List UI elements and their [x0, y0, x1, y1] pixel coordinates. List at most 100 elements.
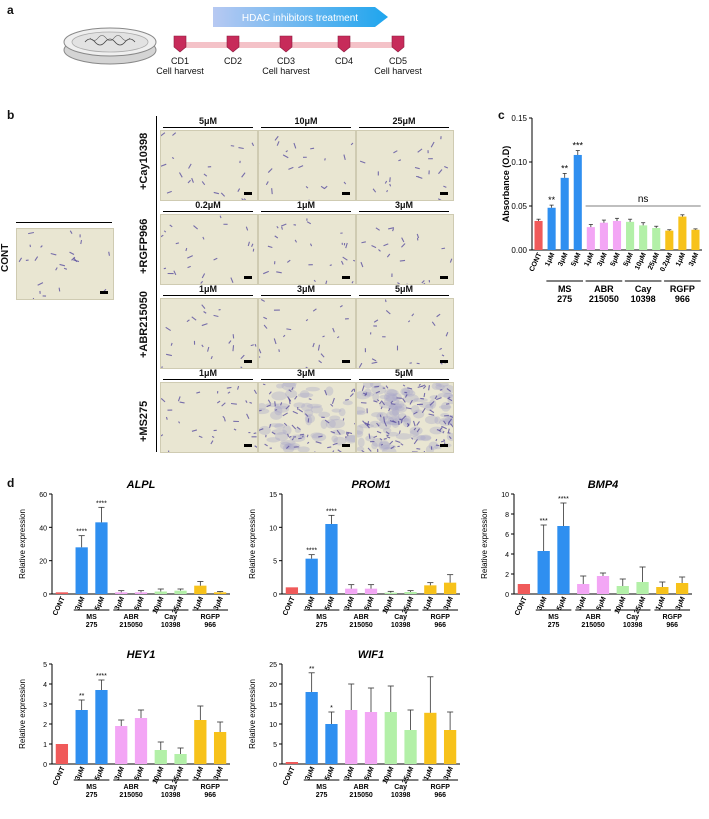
stained-cell: [349, 393, 354, 397]
y-tick-label: 1: [43, 742, 47, 749]
stained-cell: [331, 397, 335, 404]
stained-cell: [360, 261, 364, 268]
bar: [95, 522, 108, 594]
stained-cell: [263, 270, 269, 275]
concentration-label: 3μM: [394, 200, 413, 210]
timeline-marker: [337, 35, 351, 53]
stained-cell: [448, 436, 452, 440]
stain-patch: [443, 392, 453, 399]
stain-patch: [345, 434, 355, 443]
stained-cell: [298, 165, 304, 169]
stained-cell: [324, 158, 326, 161]
stain-patch: [281, 383, 297, 391]
stained-cell: [386, 253, 391, 258]
stain-patch: [390, 405, 405, 412]
category-label: 1μM: [583, 252, 595, 268]
stained-cell: [253, 432, 257, 435]
stain-patch: [438, 419, 453, 426]
stain-patch: [429, 426, 444, 435]
bar: [345, 710, 358, 764]
bar: [345, 588, 358, 594]
y-tick-label: 5: [273, 742, 277, 749]
treatment-micrograph: [356, 130, 454, 201]
stained-cell: [380, 443, 384, 446]
category-label: 10μM: [382, 766, 396, 785]
row-divider: [156, 368, 157, 452]
stained-cell: [276, 271, 282, 274]
bar: [404, 592, 417, 594]
stained-cell: [292, 410, 298, 415]
stain-patch: [282, 383, 297, 388]
timeline-note-label: Cell harvest: [262, 66, 310, 76]
stained-cell: [343, 181, 347, 185]
category-label: 3μM: [557, 252, 569, 268]
stain-patch: [403, 415, 412, 426]
concentration-label: 5μM: [394, 368, 413, 378]
concentration-label: 1μM: [296, 200, 315, 210]
stain-patch: [413, 397, 428, 402]
bar: [636, 582, 649, 594]
significance-label: *: [330, 705, 333, 712]
bar: [612, 220, 622, 250]
stained-cell: [386, 434, 389, 437]
stain-patch: [389, 410, 399, 416]
stained-cell: [253, 389, 257, 395]
stained-cell: [390, 400, 394, 404]
group-label-line2: 275: [548, 622, 560, 629]
stained-cell: [286, 445, 290, 449]
y-tick-label: 4: [43, 682, 47, 689]
stained-cell: [329, 264, 332, 267]
group-label-line2: 966: [675, 294, 690, 304]
stained-cell: [251, 243, 254, 247]
stained-cell: [293, 142, 297, 149]
stained-cell: [339, 305, 343, 308]
stained-cell: [309, 243, 313, 247]
stained-cell: [267, 168, 273, 173]
stain-patch: [259, 408, 270, 415]
stain-patch: [381, 446, 397, 452]
bar: [305, 692, 318, 764]
group-label: MS: [558, 284, 572, 294]
stained-cell: [440, 440, 445, 443]
bar: [364, 588, 378, 594]
treatment-micrograph: [258, 130, 356, 201]
timeline-diagram: HDAC inhibitors treatment: [173, 7, 405, 53]
chart-title: WIF1: [358, 649, 384, 661]
stain-patch: [345, 435, 355, 444]
stain-patch: [268, 423, 284, 428]
y-tick-label: 2: [43, 722, 47, 729]
group-label-line2: 966: [666, 622, 678, 629]
stained-cell: [436, 397, 442, 401]
stained-cell: [389, 177, 391, 183]
y-axis-label: Relative expression: [248, 509, 257, 579]
bar: [115, 592, 128, 594]
bar: [547, 207, 556, 250]
stained-cell: [406, 422, 410, 427]
category-label: 3μM: [443, 766, 455, 782]
stain-patch: [357, 425, 364, 435]
group-label-line2: 966: [434, 622, 446, 629]
stain-patch: [409, 429, 419, 437]
significance-label: ****: [96, 500, 107, 507]
stained-cell: [443, 420, 447, 425]
y-axis-label: Relative expression: [18, 679, 27, 749]
y-tick-label: 0.05: [511, 202, 527, 211]
stain-patch: [394, 403, 408, 413]
stained-cell: [211, 435, 215, 439]
stained-cell: [202, 236, 205, 240]
stain-patch: [259, 402, 267, 411]
y-tick-label: 0: [273, 762, 277, 769]
stained-cell: [320, 185, 325, 189]
category-label: 3μM: [536, 596, 548, 612]
treatment-row-label: +ABR215050: [138, 291, 150, 358]
stained-cell: [402, 398, 406, 403]
y-tick-label: 3: [43, 702, 47, 709]
micrograph-cells: [358, 299, 449, 368]
stained-cell: [447, 397, 453, 402]
stained-cell: [276, 141, 280, 146]
stained-cell: [397, 420, 400, 426]
stain-patch: [271, 391, 288, 401]
treatment-micrograph: [160, 382, 258, 453]
stained-cell: [444, 165, 449, 169]
stained-cell: [401, 237, 405, 243]
